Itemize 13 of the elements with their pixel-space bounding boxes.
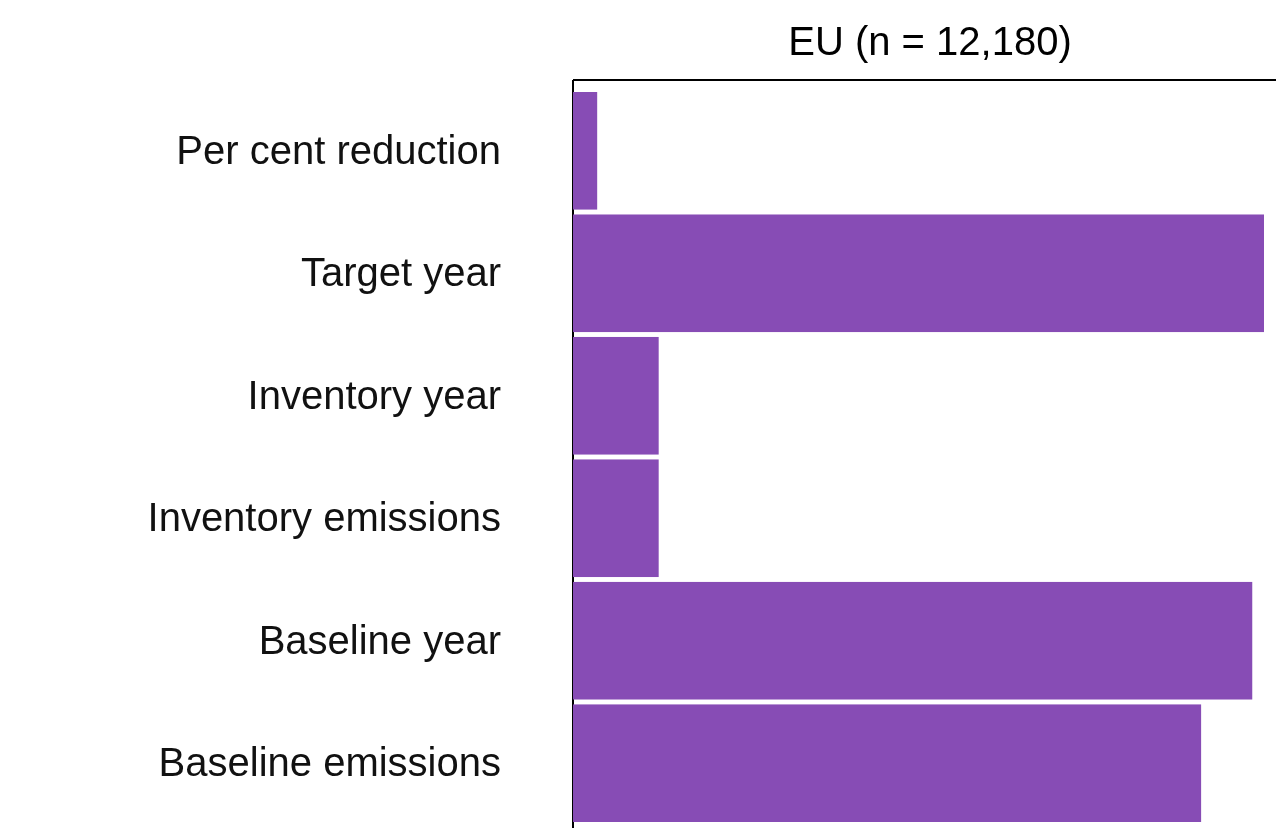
y-tick-label: Baseline year bbox=[258, 617, 501, 662]
bar bbox=[573, 581, 1253, 700]
bar bbox=[573, 214, 1264, 333]
bar bbox=[573, 704, 1202, 822]
y-tick-label: Per cent reduction bbox=[176, 127, 501, 172]
bar bbox=[573, 92, 598, 210]
y-tick-label: Inventory emissions bbox=[147, 495, 501, 540]
bar bbox=[573, 336, 659, 455]
y-tick-label: Baseline emissions bbox=[158, 740, 501, 785]
bar bbox=[573, 459, 659, 578]
chart-title: EU (n = 12,180) bbox=[788, 19, 1072, 63]
y-tick-label: Target year bbox=[300, 250, 501, 295]
y-tick-label: Inventory year bbox=[247, 372, 501, 417]
